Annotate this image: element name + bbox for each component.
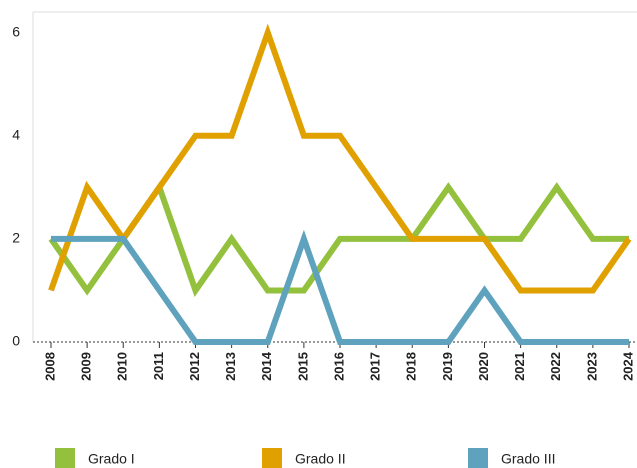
legend-swatch — [468, 448, 488, 468]
series-line — [51, 229, 629, 345]
legend-label: Grado III — [501, 451, 555, 467]
x-tick-label: 2011 — [151, 352, 166, 380]
x-tick-label: 2009 — [79, 352, 94, 381]
series-line — [48, 23, 632, 294]
y-tick-label: 6 — [12, 23, 20, 39]
series-line — [48, 180, 629, 297]
y-tick-label: 4 — [12, 126, 20, 142]
x-tick-label: 2017 — [368, 352, 383, 381]
x-tick-label: 2012 — [187, 352, 202, 381]
x-tick-label: 2024 — [620, 351, 635, 381]
x-tick-label: 2019 — [440, 352, 455, 381]
x-tick-label: 2010 — [115, 352, 130, 381]
x-tick-label: 2008 — [42, 352, 57, 381]
x-tick-label: 2022 — [548, 352, 563, 381]
x-tick-label: 2014 — [259, 351, 274, 381]
x-tick-label: 2016 — [331, 352, 346, 381]
x-tick-label: 2020 — [476, 352, 491, 381]
y-tick-label: 0 — [12, 333, 20, 349]
legend-label: Grado II — [295, 451, 346, 467]
x-tick-label: 2015 — [295, 352, 310, 381]
y-tick-label: 2 — [12, 230, 20, 246]
x-tick-label: 2021 — [512, 352, 527, 381]
legend-swatch — [55, 448, 75, 468]
legend-label: Grado I — [88, 451, 135, 467]
x-tick-label: 2018 — [404, 352, 419, 381]
x-tick-label: 2013 — [223, 352, 238, 381]
legend-swatch — [262, 448, 282, 468]
x-tick-label: 2023 — [584, 352, 599, 381]
